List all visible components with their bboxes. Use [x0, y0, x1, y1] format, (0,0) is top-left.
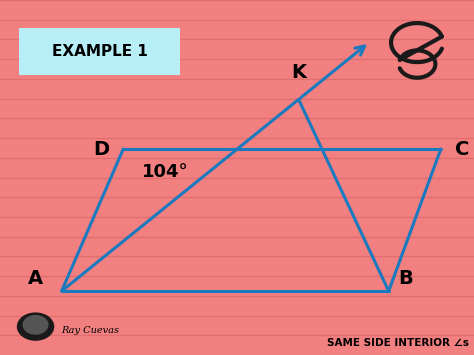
Text: 104°: 104° — [142, 163, 189, 181]
FancyBboxPatch shape — [19, 28, 180, 75]
Text: Ray Cuevas: Ray Cuevas — [62, 327, 119, 335]
Circle shape — [18, 313, 54, 340]
Circle shape — [23, 316, 48, 334]
Text: C: C — [455, 140, 469, 159]
Text: A: A — [27, 268, 43, 288]
Text: EXAMPLE 1: EXAMPLE 1 — [52, 44, 147, 59]
Text: B: B — [398, 268, 413, 288]
Text: D: D — [93, 140, 109, 159]
Text: SAME SIDE INTERIOR ∠s: SAME SIDE INTERIOR ∠s — [327, 338, 469, 348]
Text: K: K — [291, 62, 306, 82]
